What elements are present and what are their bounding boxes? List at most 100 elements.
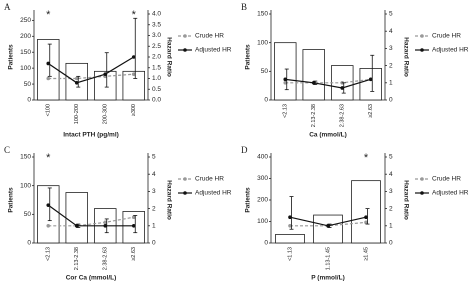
legend-label: Crude HR — [195, 33, 224, 40]
y2-tick-label: 0 — [389, 240, 393, 247]
y-tick-label: 0 — [264, 97, 268, 104]
x-tick-label: 2.13-2.38 — [311, 104, 317, 127]
y2-tick-label: 0.0 — [152, 97, 161, 104]
hr-point — [131, 224, 136, 228]
legend-marker — [420, 191, 424, 195]
hr-line — [47, 204, 134, 227]
bar — [274, 42, 297, 101]
x-axis-title: Cor Ca (mmol/L) — [66, 275, 117, 282]
x-tick-label: <100 — [46, 104, 52, 116]
hr-point — [283, 81, 288, 85]
hr-point — [131, 72, 136, 76]
y2-axis-title: Hazard Ratio — [402, 37, 409, 77]
bar — [302, 49, 325, 101]
x-tick-label: 100-200 — [74, 104, 80, 124]
hr-point — [368, 77, 373, 82]
panel: C 0 50 100 150 0 1 2 3 4 5 Patients Hazard Ratio Cor … — [4, 145, 232, 282]
hr-point — [340, 86, 345, 90]
legend-label: Adjusted HR — [195, 190, 232, 197]
hr-point — [288, 215, 292, 219]
hr-point — [74, 224, 79, 228]
x-tick-label: 200-300 — [103, 104, 109, 124]
y-tick-label: 400 — [257, 154, 268, 161]
bar — [37, 185, 60, 244]
bar — [275, 233, 305, 244]
x-tick-label: ≥1.45 — [363, 247, 369, 261]
hr-point — [46, 203, 51, 207]
y2-tick-label: 5 — [152, 154, 156, 161]
hr-point — [74, 76, 79, 81]
y-tick-label: 50 — [24, 211, 32, 218]
y-axis-title: Patients — [245, 187, 252, 213]
y2-tick-label: 1 — [389, 80, 393, 87]
y2-tick-label: 1.0 — [152, 75, 161, 82]
hr-line — [47, 56, 135, 84]
hr-line — [48, 216, 134, 227]
x-tick-label: 2.38-2.63 — [340, 104, 346, 127]
legend-label: Crude HR — [432, 176, 461, 183]
y2-tick-label: 2.0 — [152, 54, 161, 61]
y2-axis-title: Hazard Ratio — [402, 180, 409, 220]
y2-tick-label: 1.5 — [152, 64, 161, 71]
y2-axis-title: Hazard Ratio — [165, 37, 172, 77]
x-tick-label: <1.13 — [287, 247, 293, 261]
panel: D 0 100 200 300 400 0 1 2 3 4 5 Patients Hazard Ratio… — [241, 145, 469, 282]
hr-line — [285, 78, 371, 89]
legend-marker — [183, 177, 187, 181]
y-tick-label: 0 — [264, 240, 268, 247]
annotation: * — [46, 152, 51, 164]
hr-point — [364, 215, 368, 219]
y-tick-label: 200 — [20, 33, 31, 40]
legend-marker — [420, 48, 424, 52]
legend-label: Adjusted HR — [432, 190, 469, 197]
y-axis-title: Patients — [8, 44, 15, 70]
legend-marker — [420, 177, 424, 181]
bar — [313, 214, 343, 244]
annotation: * — [46, 9, 51, 21]
y2-tick-label: 2 — [389, 62, 393, 69]
panel-letter: C — [4, 145, 10, 155]
x-tick-label: ≥2.63 — [131, 247, 137, 261]
y2-tick-label: 5 — [389, 11, 393, 18]
y-tick-label: 100 — [20, 182, 31, 189]
y-tick-label: 50 — [261, 68, 269, 75]
hr-point — [288, 224, 292, 228]
y-tick-label: 150 — [20, 154, 31, 161]
legend-label: Crude HR — [432, 33, 461, 40]
legend-marker — [183, 48, 187, 52]
bar — [359, 68, 382, 101]
y2-tick-label: 3.0 — [152, 32, 161, 39]
y2-tick-label: 3 — [152, 188, 156, 195]
x-tick-label: ≥300 — [131, 104, 137, 116]
y2-tick-label: 2 — [152, 205, 156, 212]
x-tick-label: ≥2.63 — [368, 104, 374, 118]
y-tick-label: 150 — [257, 11, 268, 18]
y-tick-label: 150 — [20, 49, 31, 56]
y-axis-title: Patients — [8, 187, 15, 213]
y2-tick-label: 0 — [152, 240, 156, 247]
x-axis-title: Intact PTH (pg/ml) — [63, 132, 119, 139]
x-axis-title: Ca (mmol/L) — [309, 132, 347, 139]
hr-point — [103, 224, 108, 228]
panel-letter: D — [241, 145, 248, 155]
legend-marker — [183, 34, 187, 38]
y2-tick-label: 4 — [152, 171, 156, 178]
y2-tick-label: 4 — [389, 28, 393, 35]
panel: A 0 50 100 150 200 250 0.0 0.5 1.0 1.5 2.0 2.5 3.0 3.5… — [4, 2, 232, 139]
y2-tick-label: 1 — [389, 223, 393, 230]
bar — [122, 70, 145, 101]
hr-point — [311, 81, 316, 85]
y-tick-label: 0 — [27, 97, 31, 104]
legend-marker — [420, 34, 424, 38]
hr-point — [326, 224, 330, 228]
hr-line — [48, 73, 134, 80]
y2-tick-label: 3 — [389, 188, 393, 195]
panel-letter: B — [241, 2, 247, 12]
y-tick-label: 50 — [24, 81, 32, 88]
y-axis-title: Patients — [245, 44, 252, 70]
panel: B 0 50 100 150 0 1 2 3 4 5 Patients Hazard Ratio Ca (… — [241, 2, 469, 139]
y2-tick-label: 5 — [389, 154, 393, 161]
hr-point — [46, 224, 51, 228]
hr-point — [74, 81, 79, 85]
